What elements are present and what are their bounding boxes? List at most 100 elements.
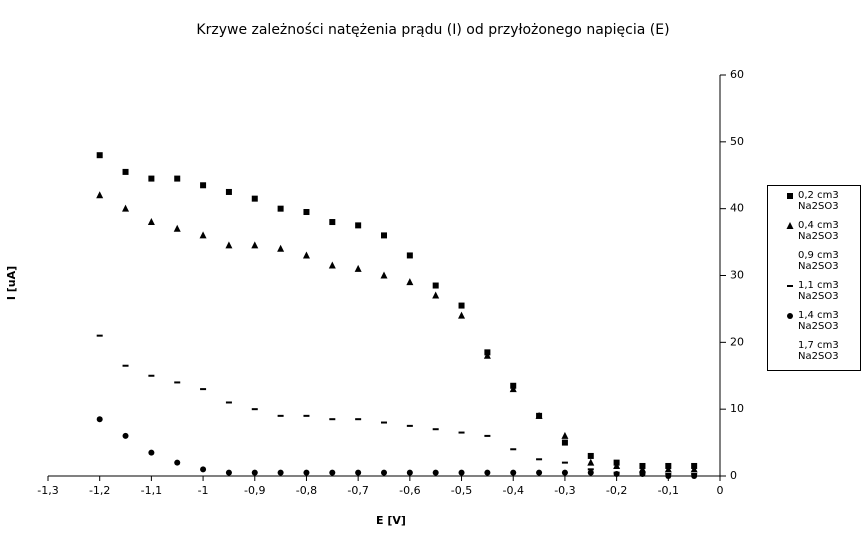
marker-circle	[225, 469, 232, 476]
marker-square	[787, 193, 793, 199]
legend-label: 1,1 cm3 Na2SO3	[798, 280, 839, 302]
marker-square	[587, 452, 594, 459]
marker-triangle	[535, 411, 543, 419]
marker-triangle	[328, 261, 336, 269]
legend-symbol	[787, 313, 793, 319]
marker-triangle	[638, 465, 646, 473]
marker-circle	[432, 469, 439, 476]
marker-circle	[381, 469, 387, 476]
marker-dash	[277, 414, 284, 417]
marker-triangle	[664, 465, 672, 473]
marker-triangle	[561, 431, 569, 439]
legend-symbol	[787, 193, 793, 199]
marker-triangle	[690, 465, 698, 473]
marker-circle	[510, 469, 517, 476]
legend-entry: 0,4 cm3 Na2SO3	[768, 220, 860, 250]
y-axis-label: I [uA]	[5, 266, 18, 300]
x-tick-label: 0	[717, 484, 724, 497]
x-tick-label: -1,2	[89, 484, 110, 497]
marker-dash	[406, 424, 413, 427]
marker-circle	[587, 469, 594, 476]
marker-triangle	[277, 244, 285, 252]
marker-triangle	[786, 222, 794, 229]
marker-square	[561, 439, 568, 446]
marker-dash	[355, 418, 362, 421]
marker-triangle	[587, 458, 595, 466]
marker-dash	[329, 418, 336, 421]
marker-square	[148, 175, 155, 182]
legend-label: 1,4 cm3 Na2SO3	[798, 310, 839, 332]
y-tick-label: 40	[730, 202, 744, 215]
x-tick-label: -0,5	[451, 484, 472, 497]
marker-dash	[225, 401, 232, 404]
x-tick-label: -1,1	[141, 484, 162, 497]
x-tick-label: -0,2	[606, 484, 627, 497]
y-tick-label: 20	[730, 335, 744, 348]
marker-circle	[303, 469, 310, 476]
marker-square	[355, 222, 362, 229]
y-tick-label: 30	[730, 269, 744, 282]
y-tick-label: 10	[730, 402, 744, 415]
marker-circle	[613, 470, 620, 477]
x-tick-label: -1	[198, 484, 209, 497]
x-tick-label: -1,3	[37, 484, 58, 497]
marker-circle	[691, 473, 698, 479]
x-tick-label: -0,4	[502, 484, 523, 497]
marker-triangle	[147, 218, 155, 226]
marker-circle	[561, 469, 568, 476]
legend-label: 0,4 cm3 Na2SO3	[798, 220, 839, 242]
marker-triangle	[173, 224, 181, 232]
x-tick-label: -0,1	[658, 484, 679, 497]
marker-triangle	[380, 271, 388, 279]
marker-square	[225, 188, 232, 195]
marker-square	[303, 209, 310, 216]
marker-dash	[303, 414, 310, 417]
marker-circle	[329, 469, 336, 476]
marker-dash	[510, 448, 517, 451]
y-tick-label: 50	[730, 135, 744, 148]
marker-circle	[200, 466, 207, 473]
marker-triangle	[613, 461, 621, 469]
marker-square	[251, 195, 258, 202]
marker-dash	[587, 468, 594, 471]
marker-square	[277, 205, 284, 212]
marker-dash	[561, 461, 568, 464]
marker-circle	[665, 473, 672, 479]
marker-triangle	[96, 191, 104, 199]
marker-circle	[355, 469, 362, 476]
marker-circle	[536, 469, 543, 476]
marker-circle	[122, 432, 129, 439]
legend-label: 0,2 cm3 Na2SO3	[798, 190, 839, 212]
marker-square	[432, 282, 439, 289]
legend-entry: 1,7 cm3 Na2SO3	[768, 340, 860, 370]
legend-symbol	[768, 340, 798, 352]
x-tick-label: -0,8	[296, 484, 317, 497]
marker-dash	[251, 408, 258, 411]
legend-label: 0,9 cm3 Na2SO3	[798, 250, 839, 272]
marker-square	[406, 252, 413, 259]
marker-triangle	[509, 385, 517, 393]
marker-dash	[432, 428, 439, 431]
marker-square	[96, 152, 103, 159]
marker-square	[200, 182, 207, 189]
marker-circle	[639, 470, 646, 477]
marker-circle	[787, 313, 793, 319]
marker-circle	[484, 469, 491, 476]
marker-square	[458, 302, 465, 309]
marker-dash	[458, 431, 465, 434]
legend-label: 1,7 cm3 Na2SO3	[798, 340, 839, 362]
marker-triangle	[432, 291, 440, 299]
marker-triangle	[199, 231, 207, 239]
marker-dash	[536, 458, 543, 461]
legend-symbol	[786, 222, 794, 229]
marker-triangle	[251, 241, 259, 249]
marker-square	[329, 219, 336, 226]
marker-triangle	[225, 241, 233, 249]
marker-triangle	[483, 351, 491, 359]
legend-entry: 1,4 cm3 Na2SO3	[768, 310, 860, 340]
chart-title: Krzywe zależności natężenia prądu (I) od…	[196, 22, 669, 38]
y-tick-label: 0	[730, 469, 737, 482]
marker-triangle	[406, 278, 414, 286]
marker-circle	[174, 459, 181, 466]
